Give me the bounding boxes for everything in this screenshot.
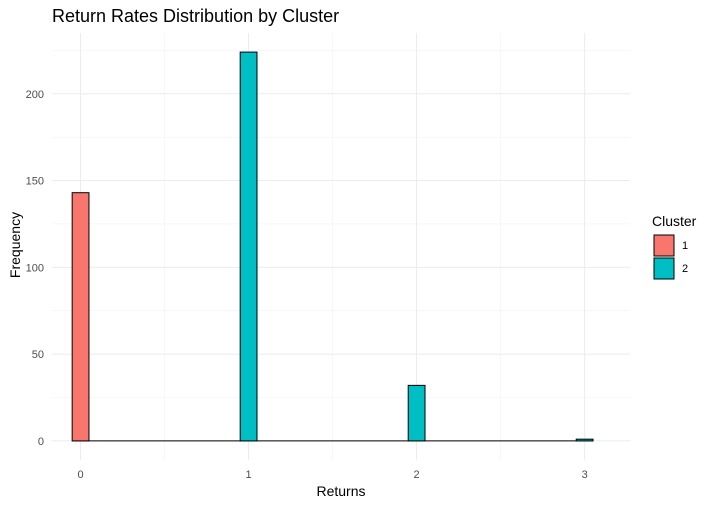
y-tick-label: 200	[26, 89, 44, 101]
legend-label-cluster-1: 1	[682, 240, 688, 252]
x-axis-title: Returns	[316, 483, 365, 499]
y-tick-label: 50	[32, 349, 44, 361]
y-tick-label: 100	[26, 262, 44, 274]
y-axis-title: Frequency	[7, 212, 23, 278]
legend-title: Cluster	[652, 213, 697, 229]
x-tick-label: 2	[414, 469, 420, 481]
legend: Cluster 1 2	[652, 213, 697, 280]
bar-cluster-1-returns-0	[71, 192, 90, 442]
x-tick-label: 1	[246, 469, 252, 481]
bar-cluster-2-returns-1	[239, 51, 258, 442]
legend-key-cluster-2	[653, 257, 675, 280]
bar-cluster-2-returns-3	[575, 438, 594, 442]
bar-cluster-2-returns-2	[407, 384, 426, 442]
y-tick-label: 150	[26, 176, 44, 188]
grid	[52, 33, 630, 460]
x-tick-label: 0	[78, 469, 84, 481]
legend-key-cluster-1	[653, 234, 675, 257]
bars	[71, 51, 594, 442]
y-axis-ticks: 0 50 100 150 200	[26, 89, 44, 448]
legend-label-cluster-2: 2	[682, 263, 688, 275]
x-axis-ticks: 0 1 2 3	[78, 469, 588, 481]
chart-title: Return Rates Distribution by Cluster	[52, 6, 339, 26]
y-tick-label: 0	[38, 436, 44, 448]
x-tick-label: 3	[582, 469, 588, 481]
